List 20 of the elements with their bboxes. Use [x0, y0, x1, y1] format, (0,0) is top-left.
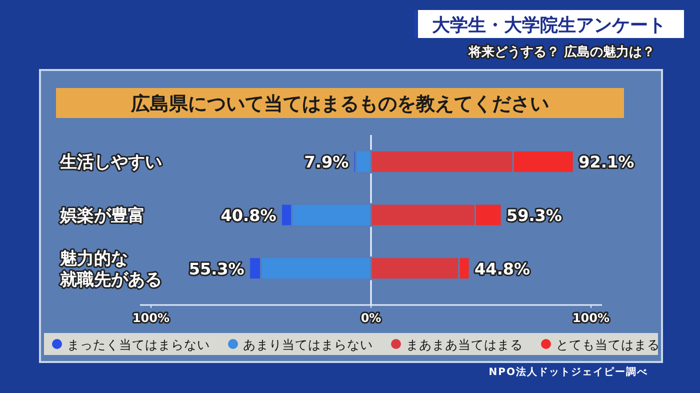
text: 大学生・大学院生アンケート: [431, 15, 666, 36]
legend-label: あまり当てはまらない: [243, 337, 373, 352]
text: 将来どうする？ 広島の魅力は？: [467, 44, 655, 60]
text: NPO法人ドットジェイピー調べ: [488, 366, 648, 378]
text: 55.3%: [188, 259, 244, 278]
legend-label: とても当てはまる: [556, 337, 660, 352]
y-tick-label: 娯楽が豊富: [59, 206, 145, 226]
text: 7.9%: [304, 152, 349, 172]
legend-label: まあまあ当てはまる: [406, 337, 523, 352]
y-tick-label: 生活しやすい: [59, 152, 162, 173]
x-tick-label: 100%: [132, 311, 170, 325]
x-tick-label: 100%: [572, 311, 610, 325]
text: 40.8%: [220, 206, 276, 225]
text: 44.8%: [474, 259, 530, 278]
text: 92.1%: [578, 152, 634, 172]
chart-title: 広島県について当てはまるものを教えてください: [130, 93, 549, 115]
y-tick-label: 魅力的な就職先がある: [59, 248, 162, 290]
legend-label: まったく当てはまらない: [67, 337, 210, 352]
text: 59.3%: [506, 206, 562, 225]
x-tick-label: 0%: [360, 311, 382, 325]
